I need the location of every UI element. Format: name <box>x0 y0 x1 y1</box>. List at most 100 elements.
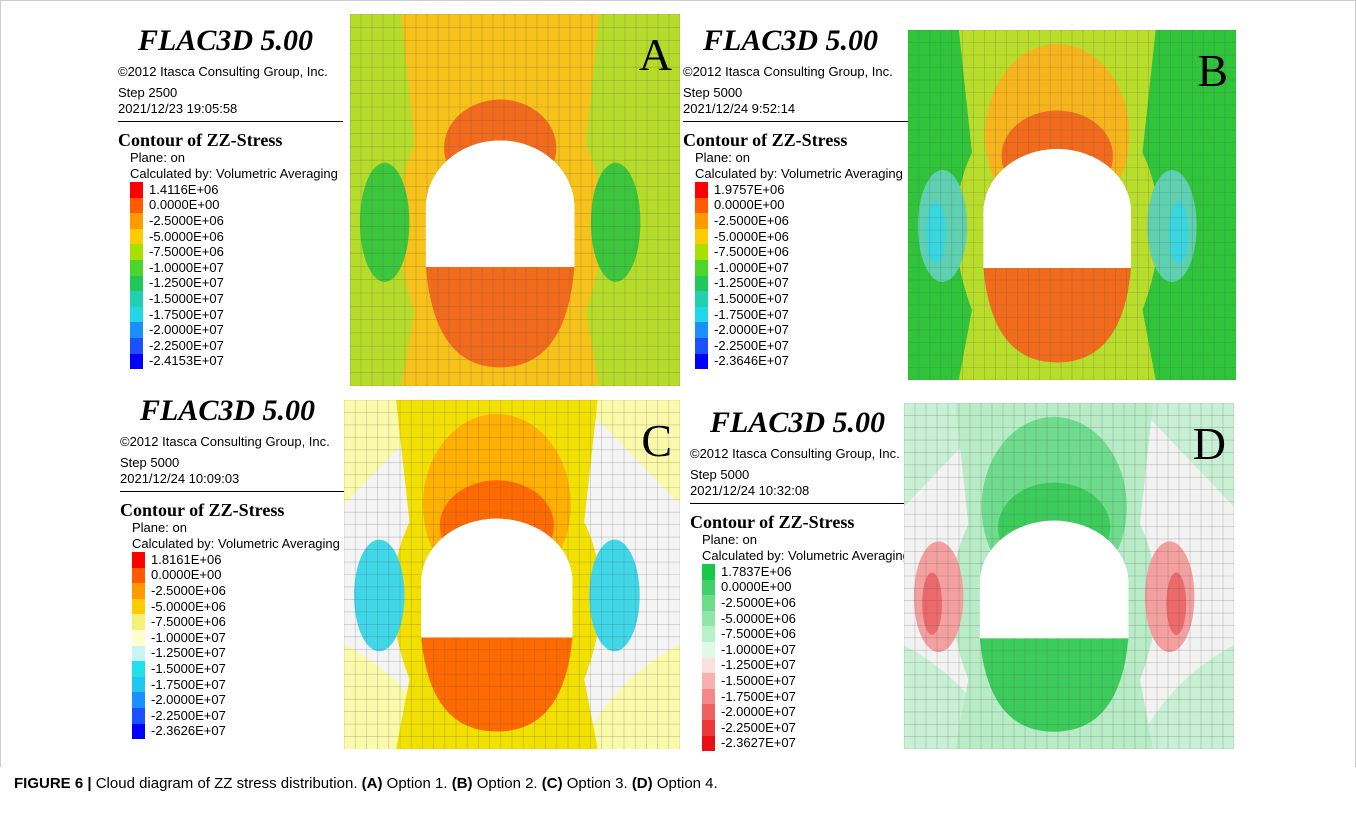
legend-label: 0.0000E+00 <box>714 197 784 213</box>
legend-swatch <box>130 322 143 338</box>
legend-label: -1.7500E+07 <box>721 689 796 705</box>
panel-info: FLAC3D 5.00©2012 Itasca Consulting Group… <box>683 24 923 369</box>
legend-swatch <box>132 724 145 740</box>
software-title: FLAC3D 5.00 <box>703 24 923 58</box>
legend-label: -2.5000E+06 <box>149 213 224 229</box>
legend-label: -2.2500E+07 <box>151 708 226 724</box>
legend-entry: -7.5000E+06 <box>702 626 930 642</box>
legend-swatch <box>132 583 145 599</box>
legend-swatch <box>702 720 715 736</box>
legend-label: -2.2500E+07 <box>149 338 224 354</box>
legend-entry: -2.3646E+07 <box>695 354 923 370</box>
legend-entry: 0.0000E+00 <box>695 198 923 214</box>
legend-label: -1.2500E+07 <box>151 645 226 661</box>
panel-info: FLAC3D 5.00©2012 Itasca Consulting Group… <box>118 24 358 369</box>
legend-entry: -1.2500E+07 <box>695 276 923 292</box>
legend-swatch <box>132 552 145 568</box>
legend-entry: 1.4116E+06 <box>130 182 358 198</box>
contour-plot: C <box>344 400 680 749</box>
legend-entry: 1.7837E+06 <box>702 564 930 580</box>
legend-label: -2.0000E+07 <box>151 692 226 708</box>
page: FIGURE 6 | Cloud diagram of ZZ stress di… <box>0 0 1356 814</box>
legend-entry: -2.5000E+06 <box>132 583 360 599</box>
legend-entry: -2.3627E+07 <box>702 736 930 752</box>
contour-title: Contour of ZZ-Stress <box>690 512 930 532</box>
legend-label: -1.5000E+07 <box>714 291 789 307</box>
legend-label: -7.5000E+06 <box>149 244 224 260</box>
legend-entry: -2.5000E+06 <box>130 213 358 229</box>
plane: Plane: on <box>132 520 360 536</box>
calculated-by: Calculated by: Volumetric Averaging <box>132 536 360 552</box>
legend-label: -1.2500E+07 <box>721 657 796 673</box>
legend-entry: 1.8161E+06 <box>132 552 360 568</box>
caption-part: Option 1. <box>387 775 448 792</box>
legend-swatch <box>132 677 145 693</box>
legend-label: -1.0000E+07 <box>151 630 226 646</box>
contour-title: Contour of ZZ-Stress <box>683 130 923 150</box>
calculated-by: Calculated by: Volumetric Averaging <box>702 548 930 564</box>
contour-title: Contour of ZZ-Stress <box>118 130 358 150</box>
legend-entry: -1.0000E+07 <box>695 260 923 276</box>
legend-entry: -2.2500E+07 <box>695 338 923 354</box>
legend-entry: -5.0000E+06 <box>702 611 930 627</box>
legend-swatch <box>130 338 143 354</box>
legend-entry: -1.2500E+07 <box>130 276 358 292</box>
legend-entry: -2.2500E+07 <box>132 708 360 724</box>
legend-label: -1.0000E+07 <box>714 260 789 276</box>
caption: FIGURE 6 | Cloud diagram of ZZ stress di… <box>14 775 718 792</box>
calculated-by: Calculated by: Volumetric Averaging <box>695 166 923 182</box>
panel-letter: B <box>1197 45 1228 96</box>
legend-swatch <box>132 661 145 677</box>
legend-label: -7.5000E+06 <box>151 614 226 630</box>
legend-entry: -2.0000E+07 <box>130 322 358 338</box>
legend-label: -2.4153E+07 <box>149 353 224 369</box>
legend-entry: -2.2500E+07 <box>702 720 930 736</box>
legend-label: -7.5000E+06 <box>721 626 796 642</box>
legend-label: -7.5000E+06 <box>714 244 789 260</box>
caption-part: Cloud diagram of ZZ stress distribution. <box>96 775 358 792</box>
legend-swatch <box>132 708 145 724</box>
legend-label: -1.5000E+07 <box>149 291 224 307</box>
legend-label: -2.3626E+07 <box>151 723 226 739</box>
legend-swatch <box>132 630 145 646</box>
legend-entry: -1.0000E+07 <box>132 630 360 646</box>
caption-part: (D) <box>632 775 653 792</box>
legend-label: -1.0000E+07 <box>721 642 796 658</box>
caption-part: (A) <box>362 775 383 792</box>
legend-entry: -2.3626E+07 <box>132 724 360 740</box>
legend-label: -2.3627E+07 <box>721 735 796 751</box>
legend-label: -1.7500E+07 <box>151 677 226 693</box>
calculated-by: Calculated by: Volumetric Averaging <box>130 166 358 182</box>
legend-entry: -1.7500E+07 <box>130 307 358 323</box>
legend-entry: -1.0000E+07 <box>130 260 358 276</box>
legend-swatch <box>695 229 708 245</box>
legend-swatch <box>695 182 708 198</box>
legend-entry: -2.5000E+06 <box>695 213 923 229</box>
legend-swatch <box>695 354 708 370</box>
legend-swatch <box>132 599 145 615</box>
legend-swatch <box>132 692 145 708</box>
legend-label: -2.0000E+07 <box>149 322 224 338</box>
plane: Plane: on <box>130 150 358 166</box>
plane: Plane: on <box>695 150 923 166</box>
legend-entry: -5.0000E+06 <box>130 229 358 245</box>
legend-entry: -1.5000E+07 <box>132 661 360 677</box>
contour-plot: A <box>350 14 680 386</box>
legend-swatch <box>130 291 143 307</box>
separator <box>118 121 343 122</box>
copyright: ©2012 Itasca Consulting Group, Inc. <box>690 446 930 462</box>
legend-entry: -2.5000E+06 <box>702 595 930 611</box>
legend-entry: 0.0000E+00 <box>132 568 360 584</box>
legend-label: 1.7837E+06 <box>721 564 791 580</box>
plane: Plane: on <box>702 532 930 548</box>
legend-entry: 1.9757E+06 <box>695 182 923 198</box>
legend-swatch <box>702 658 715 674</box>
legend-label: -1.7500E+07 <box>714 307 789 323</box>
legend-label: 0.0000E+00 <box>721 579 791 595</box>
legend-label: -5.0000E+06 <box>721 611 796 627</box>
legend-label: 1.8161E+06 <box>151 552 221 568</box>
legend-label: -2.5000E+06 <box>714 213 789 229</box>
legend-label: -2.0000E+07 <box>721 704 796 720</box>
step: Step 5000 <box>683 85 923 101</box>
panel-info: FLAC3D 5.00©2012 Itasca Consulting Group… <box>690 406 930 751</box>
